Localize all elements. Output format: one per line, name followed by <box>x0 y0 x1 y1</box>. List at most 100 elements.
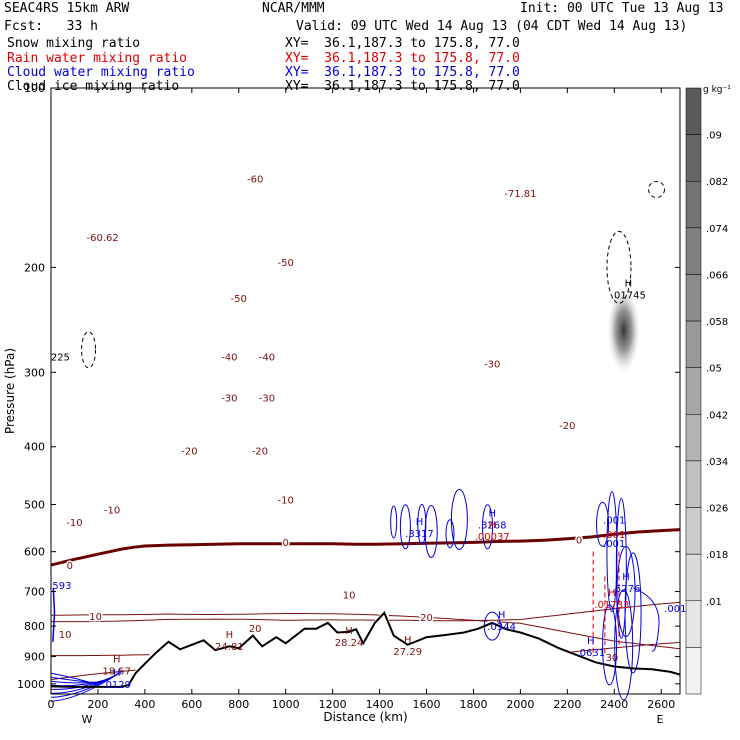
legend-rain-xy: XY= 36.1,187.3 to 175.8, 77.0 <box>285 51 520 66</box>
extremum-marker: H <box>622 572 630 583</box>
extremum-value: 28.24 <box>335 638 364 649</box>
isotherm-label: 10 <box>343 590 356 601</box>
isotherm-label: -20 <box>252 447 268 458</box>
forecast-hour: Fcst: 33 h <box>4 19 98 34</box>
colorbar-label: .042 <box>706 410 728 421</box>
x-tick-label: 800 <box>228 698 249 711</box>
extremum-value: .01745 <box>611 290 646 301</box>
colorbar-bin <box>685 600 702 648</box>
contour-label: .001 <box>603 516 625 527</box>
cloud-water-contour <box>399 504 411 550</box>
cloud-water-contour <box>50 672 99 686</box>
colorbar-label: .082 <box>706 177 728 188</box>
y-tick-label: 1000 <box>17 678 45 691</box>
x-tick-label: 1600 <box>413 698 441 711</box>
extremum-value: 18.57 <box>102 667 131 678</box>
plot-frame <box>50 87 681 695</box>
y-tick-label: 500 <box>24 498 45 511</box>
cloud-water-contour <box>450 489 468 551</box>
y-tick-label: 400 <box>24 441 45 454</box>
colorbar-bin <box>685 274 702 322</box>
legend-cloud-ice-xy: XY= 36.1,187.3 to 175.8, 77.0 <box>285 79 520 94</box>
legend-snow-xy: XY= 36.1,187.3 to 175.8, 77.0 <box>285 36 520 51</box>
colorbar-bin <box>685 227 702 275</box>
extremum-value: 24.81 <box>215 642 244 653</box>
extremum-marker: H <box>345 626 353 637</box>
colorbar-label: .026 <box>706 504 728 515</box>
isotherm-line <box>50 613 681 650</box>
colorbar-bin <box>685 320 702 368</box>
extremum-value: .3268 <box>478 520 507 531</box>
isotherm-label: 20 <box>249 624 262 635</box>
cloud-ice-contour <box>606 230 632 304</box>
isotherm-label: -20 <box>559 421 575 432</box>
y-tick-label: 900 <box>24 651 45 664</box>
x-tick-label: 1200 <box>319 698 347 711</box>
extremum-marker: H <box>488 520 496 531</box>
x-tick-label: 1400 <box>366 698 394 711</box>
contour-label: .001 <box>664 604 686 615</box>
isotherm-label: -30 <box>221 394 237 405</box>
colorbar-bin <box>685 460 702 508</box>
cloud-water-contour <box>606 491 618 613</box>
extremum-value: .00037 <box>475 532 510 543</box>
cloud-water-contour <box>624 552 642 674</box>
cloud-water-contour <box>445 519 455 549</box>
isotherm-line <box>50 669 136 681</box>
isotherm-label: -50 <box>278 258 294 269</box>
cloud-water-contour <box>482 504 494 550</box>
isotherm-label: -20 <box>181 447 197 458</box>
colorbar-label: .034 <box>706 457 728 468</box>
colorbar-bin <box>685 414 702 462</box>
cloud-water-contour <box>50 672 120 698</box>
colorbar-label: .066 <box>706 270 728 281</box>
direction-west: W <box>82 713 93 726</box>
isotherm-label: -50 <box>231 294 247 305</box>
isotherm-label: -60.62 <box>87 233 119 244</box>
cloud-ice-contour <box>81 331 97 369</box>
legend-cloud-water-xy: XY= 36.1,187.3 to 175.8, 77.0 <box>285 65 520 80</box>
x-tick-label: 200 <box>87 698 108 711</box>
valid-time: Valid: 09 UTC Wed 14 Aug 13 (04 CDT Wed … <box>296 19 688 34</box>
isotherm-label: -30 <box>484 360 500 371</box>
extremum-marker: H <box>587 636 595 647</box>
cloud-water-contour <box>615 497 627 639</box>
model-title: SEAC4RS 15km ARW <box>4 1 130 16</box>
contour-label: .001 <box>603 539 625 550</box>
cloud-water-contour <box>614 589 634 701</box>
x-tick-label: 2400 <box>600 698 628 711</box>
extremum-marker: H <box>625 278 633 289</box>
zero-isotherm-line <box>50 528 681 567</box>
contour-label: 30 <box>606 653 619 664</box>
terrain-line <box>50 610 681 688</box>
colorbar-label: .09 <box>706 131 722 142</box>
colorbar-bin <box>685 134 702 182</box>
isotherm-line <box>50 601 681 623</box>
isotherm-label: 10 <box>59 630 72 641</box>
extremum-value: .0129 <box>102 680 131 691</box>
isotherm-label: 0 <box>576 536 582 547</box>
extremum-marker: H <box>113 668 121 679</box>
colorbar-label: .01 <box>706 597 722 608</box>
colorbar-label: .018 <box>706 550 728 561</box>
cloud-water-contour <box>424 504 438 558</box>
colorbar-bin <box>685 553 702 602</box>
x-tick-label: 1000 <box>272 698 300 711</box>
x-tick-label: 2000 <box>506 698 534 711</box>
colorbar-label: .05 <box>706 364 722 375</box>
x-tick-label: 0 <box>48 698 55 711</box>
cloud-water-contour <box>50 676 113 690</box>
extremum-value: .0631 <box>576 648 605 659</box>
isotherm-label: -10 <box>66 518 82 529</box>
colorbar-bin <box>685 180 702 229</box>
contour-label: 225 <box>51 352 70 363</box>
cloud-water-contour <box>596 501 610 547</box>
isotherm-label: -60 <box>247 175 263 186</box>
isotherm-label: -10 <box>104 506 120 517</box>
isotherm-label: 0 <box>283 538 289 549</box>
cloud-ice-shading <box>607 288 640 373</box>
extremum-value: .3317 <box>405 529 434 540</box>
cloud-water-contour <box>50 678 109 687</box>
